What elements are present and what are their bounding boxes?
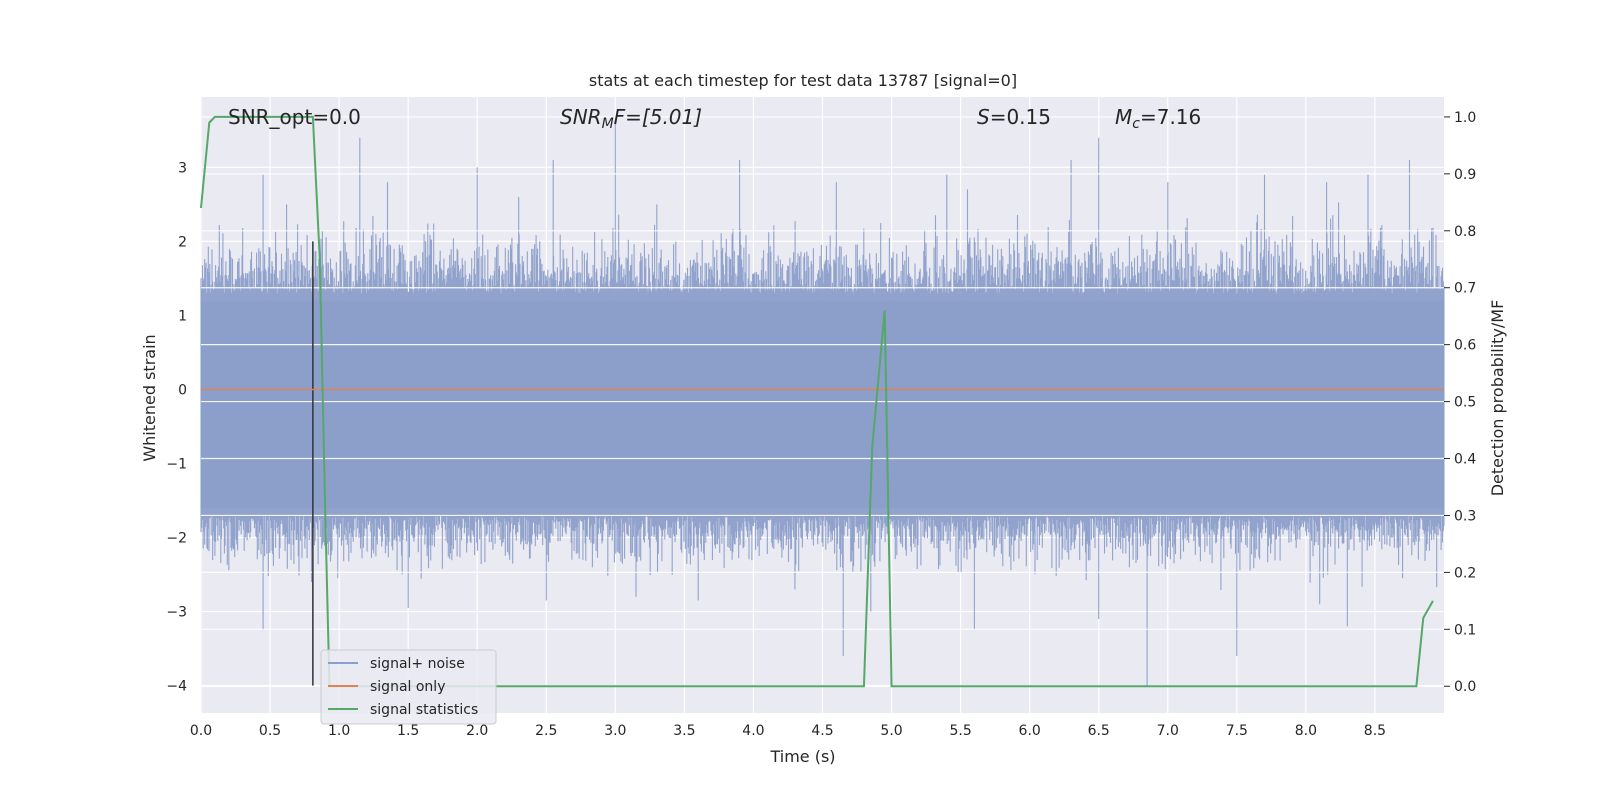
- y-tick-label: 1: [178, 308, 187, 324]
- y-tick-label: 3: [178, 160, 187, 176]
- mc-subscript: c: [1132, 116, 1140, 132]
- y-tick-label: −2: [166, 531, 187, 547]
- legend: signal+ noise signal only signal statist…: [320, 649, 497, 725]
- mc-symbol: M: [1115, 105, 1132, 129]
- y-tick-label: −4: [166, 679, 187, 695]
- y-tick-label: −1: [166, 456, 187, 472]
- y2-tick-label: 0.9: [1454, 167, 1476, 183]
- axes: 0.0 0.5 1.0 1.5 2.0 2.5 3.0 3.5 4.0 4.5 5.0 5.5 6.0 6…: [166, 110, 1476, 739]
- chart-title: stats at each timestep for test data 137…: [589, 71, 1017, 90]
- y2-tick-label: 0.7: [1454, 281, 1476, 297]
- s-annotation: S=0.15: [977, 105, 1051, 129]
- x-tick-label: 7.5: [1226, 723, 1248, 739]
- y2-tick-label: 0.4: [1454, 452, 1476, 468]
- y-tick-label: 2: [178, 234, 187, 250]
- mc-annotation: Mc=7.16: [1115, 105, 1201, 132]
- legend-label-signal-noise: signal+ noise: [370, 656, 465, 672]
- x-tick-label: 3.0: [604, 723, 626, 739]
- snr-mf-main: SNR: [560, 105, 602, 129]
- x-tick-label: 2.5: [535, 723, 557, 739]
- x-tick-label: 1.0: [328, 723, 350, 739]
- x-tick-label: 2.0: [466, 723, 488, 739]
- mc-value: =7.16: [1140, 105, 1201, 129]
- legend-label-signal-statistics: signal statistics: [370, 702, 478, 718]
- x-tick-label: 5.5: [949, 723, 971, 739]
- snr-mf-annotation: SNRMF=[5.01]: [560, 105, 702, 132]
- y2-tick-label: 0.2: [1454, 565, 1476, 581]
- legend-box: [320, 649, 497, 725]
- x-axis-label: Time (s): [769, 747, 835, 766]
- x-tick-label: 1.5: [397, 723, 419, 739]
- y-tick-label: 0: [178, 382, 187, 398]
- y2-tick-label: 0.8: [1454, 224, 1476, 240]
- x-tick-label: 0.0: [190, 723, 212, 739]
- legend-label-signal-only: signal only: [370, 679, 445, 695]
- snr-opt-annotation: SNR_opt=0.0: [228, 105, 361, 129]
- x-tick-label: 7.0: [1157, 723, 1179, 739]
- y-axis-label: Whitened strain: [140, 334, 159, 461]
- y-tick-label: −3: [166, 605, 187, 621]
- signal-noise-core: [201, 300, 1444, 508]
- x-tick-label: 4.5: [811, 723, 833, 739]
- y2-tick-label: 0.0: [1454, 679, 1476, 695]
- x-tick-label: 8.0: [1295, 723, 1317, 739]
- x-tick-label: 5.0: [880, 723, 902, 739]
- y2-tick-label: 0.3: [1454, 508, 1476, 524]
- x-tick-label: 0.5: [259, 723, 281, 739]
- y2-tick-label: 1.0: [1454, 110, 1476, 126]
- x-tick-label: 4.0: [742, 723, 764, 739]
- y2-tick-label: 0.6: [1454, 338, 1476, 354]
- x-tick-label: 6.0: [1019, 723, 1041, 739]
- s-value: =0.15: [990, 105, 1051, 129]
- signal-noise-series: [200, 116, 1445, 687]
- y2-axis-label: Detection probability/MF: [1488, 300, 1507, 497]
- x-tick-label: 6.5: [1088, 723, 1110, 739]
- snr-mf-subscript: M: [602, 116, 614, 132]
- x-tick-label: 8.5: [1364, 723, 1386, 739]
- snr-mf-tail: F=[5.01]: [614, 105, 702, 129]
- y2-tick-label: 0.1: [1454, 622, 1476, 638]
- y2-tick-label: 0.5: [1454, 395, 1476, 411]
- x-tick-label: 3.5: [673, 723, 695, 739]
- s-symbol: S: [977, 105, 990, 129]
